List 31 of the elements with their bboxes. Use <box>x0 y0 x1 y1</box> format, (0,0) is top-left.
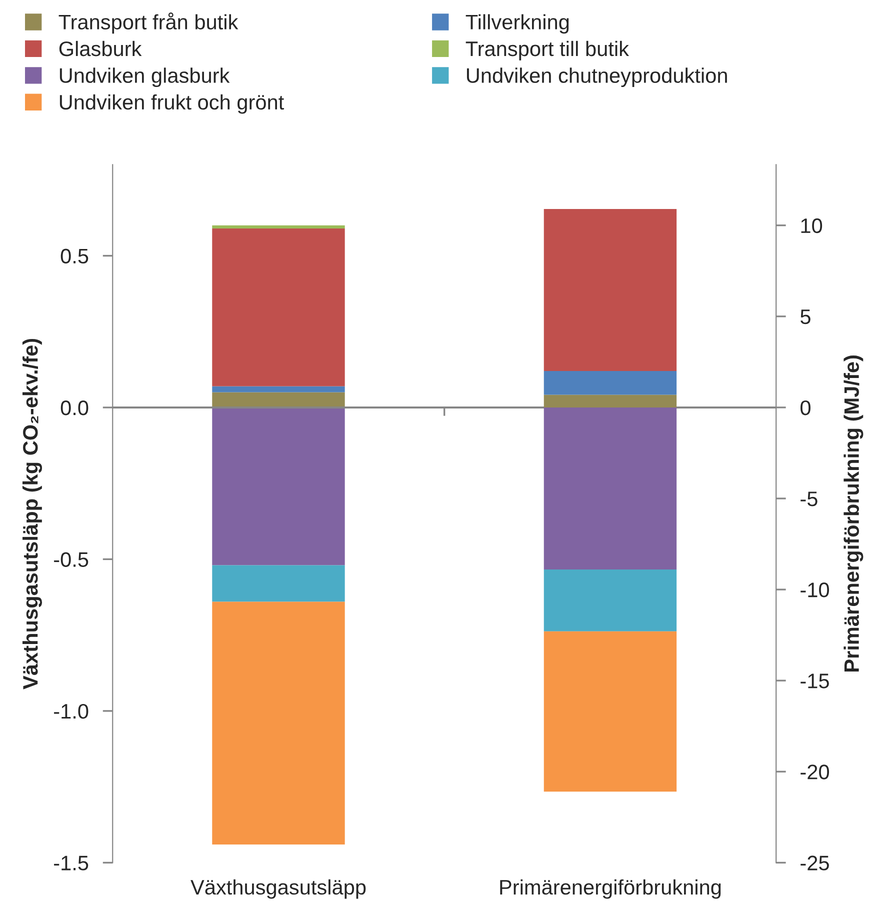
legend-label: Undviken frukt och grönt <box>60 94 284 114</box>
legend-label: Undviken chutneyproduktion <box>466 68 727 88</box>
bar <box>212 602 345 844</box>
y2-tick-label: -25 <box>800 856 829 870</box>
legend-label: Transport till butik <box>466 40 630 60</box>
bar <box>212 386 345 392</box>
bar <box>212 407 345 566</box>
x-tick-label: Primärenergiförbrukning <box>500 879 721 899</box>
y2-tick-label: 5 <box>800 310 810 324</box>
y2-tick-label: -5 <box>800 492 818 506</box>
y-axis-title: Växthusgasutsläpp (kg CO₂-ekv./fe) <box>22 338 42 690</box>
bar <box>212 225 345 228</box>
y-tick-label: 0.5 <box>60 248 88 264</box>
legend-label: Transport från butik <box>58 12 238 34</box>
y-tick-label: -1.0 <box>54 704 88 719</box>
y2-axis-title: Primärenergiförbrukning (MJ/fe) <box>844 356 864 672</box>
legend-label: Glasburk <box>59 40 142 56</box>
y2-tick-label: -10 <box>800 582 830 598</box>
bar <box>212 228 345 386</box>
y2-tick-label: 10 <box>801 218 822 234</box>
y-tick-label: -0.5 <box>54 552 88 567</box>
x-tick-label: Växthusgasutsläpp <box>190 879 366 899</box>
bar <box>212 392 345 408</box>
y-tick-label: 0.0 <box>60 400 88 416</box>
legend-label: Tillverkning <box>466 14 569 34</box>
y2-tick-label: 0 <box>800 400 810 416</box>
y-tick-label: -1.5 <box>54 856 88 870</box>
y2-tick-label: -15 <box>800 674 829 688</box>
bar <box>212 565 345 602</box>
legend-label: Undviken glasburk <box>60 68 230 88</box>
y2-tick-label: -20 <box>800 764 830 780</box>
